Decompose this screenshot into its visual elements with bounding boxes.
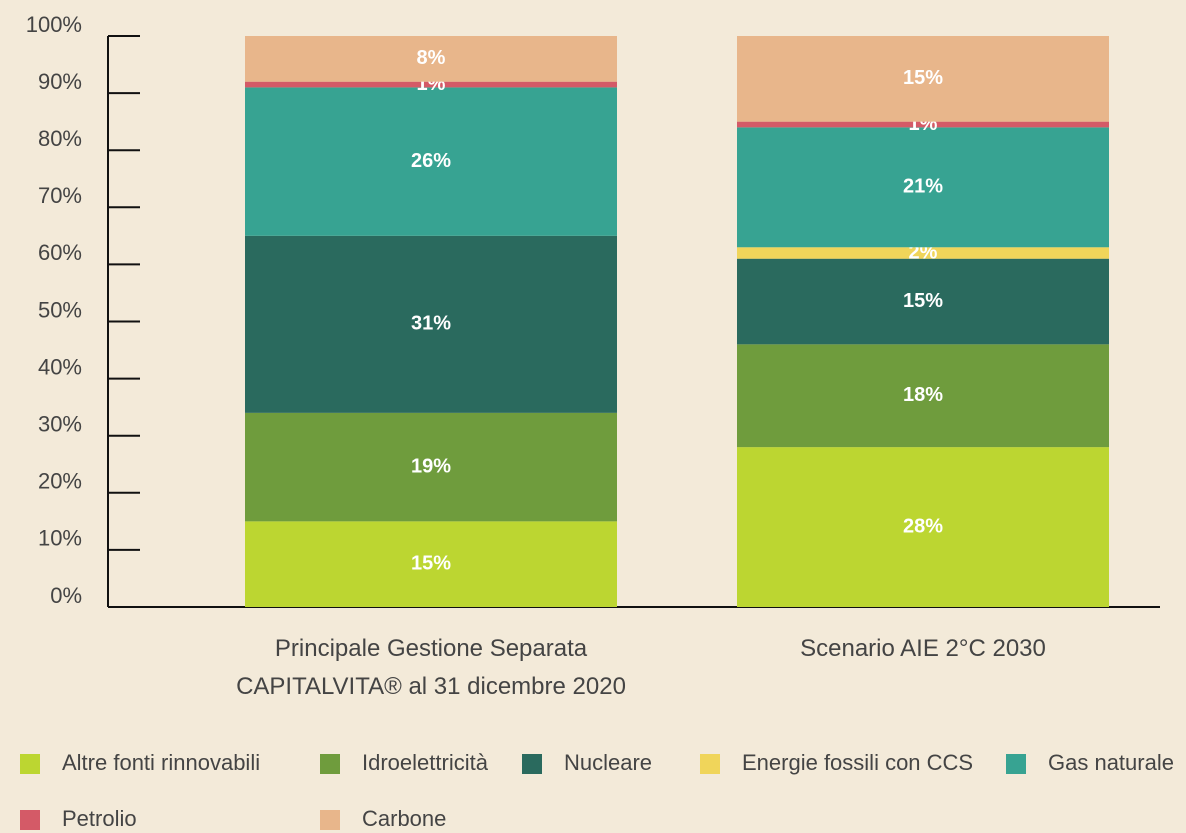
bar-segment: [245, 235, 617, 413]
data-label: 31%: [411, 313, 451, 335]
legend-swatch: [1006, 754, 1026, 774]
y-tick-label: 80%: [38, 126, 82, 151]
data-label: 8%: [417, 47, 446, 69]
y-tick-label: 20%: [38, 469, 82, 494]
data-label: 19%: [411, 455, 451, 477]
legend-swatch: [320, 810, 340, 830]
y-tick-label: 30%: [38, 412, 82, 437]
legend-label: Idroelettricità: [362, 750, 489, 775]
y-tick-label: 10%: [38, 526, 82, 551]
data-label: 18%: [903, 384, 943, 406]
legend-label: Nucleare: [564, 750, 652, 775]
x-tick-label: Principale Gestione Separata CAPITALVITA…: [236, 635, 626, 700]
legend-label: Energie fossili con CCS: [742, 750, 973, 775]
x-tick-label: Scenario AIE 2°C 2030: [800, 635, 1046, 662]
legend-label: Gas naturale: [1048, 750, 1174, 775]
bar-segment: [737, 447, 1109, 607]
bar-segment: [737, 36, 1109, 122]
legend-label: Petrolio: [62, 806, 137, 831]
data-label: 15%: [903, 290, 943, 312]
bar-segment: [245, 81, 617, 88]
data-label: 15%: [903, 67, 943, 89]
bar-segment: [245, 521, 617, 607]
data-label: 21%: [903, 176, 943, 198]
legend-swatch: [700, 754, 720, 774]
y-tick-label: 60%: [38, 240, 82, 265]
bar-segment: [245, 87, 617, 236]
bar-segment: [245, 412, 617, 522]
y-tick-label: 100%: [26, 12, 82, 37]
legend-label: Altre fonti rinnovabili: [62, 750, 260, 775]
data-label: 26%: [411, 150, 451, 172]
legend-label: Carbone: [362, 806, 446, 831]
bar-segment: [737, 344, 1109, 448]
y-tick-label: 0%: [50, 583, 82, 608]
bar-segment: [737, 247, 1109, 259]
legend-swatch: [20, 754, 40, 774]
legend-swatch: [522, 754, 542, 774]
bar-segment: [737, 127, 1109, 248]
legend-swatch: [320, 754, 340, 774]
y-tick-label: 40%: [38, 354, 82, 379]
data-label: 15%: [411, 552, 451, 574]
legend-swatch: [20, 810, 40, 830]
bar-segment: [737, 121, 1109, 128]
y-tick-label: 50%: [38, 297, 82, 322]
bar-segment: [245, 36, 617, 82]
bar-segment: [737, 258, 1109, 345]
y-tick-label: 70%: [38, 183, 82, 208]
y-tick-label: 90%: [38, 69, 82, 94]
data-label: 28%: [903, 515, 943, 537]
